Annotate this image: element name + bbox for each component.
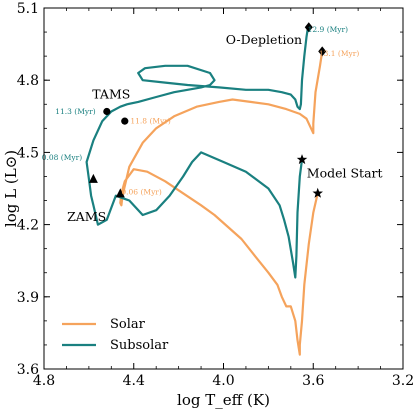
triangle-marker xyxy=(115,188,125,198)
y-tick-label: 4.2 xyxy=(17,218,39,234)
x-tick-label: 4.4 xyxy=(123,373,145,389)
diamond-marker xyxy=(318,46,327,57)
legend-label-solar: Solar xyxy=(110,317,146,332)
age-label: 13.1 (Myr) xyxy=(319,49,360,58)
star-marker xyxy=(312,187,323,198)
x-tick-label: 4.8 xyxy=(33,373,55,389)
y-tick-label: 3.9 xyxy=(17,290,39,306)
circle-marker xyxy=(121,117,129,125)
y-tick-label: 4.8 xyxy=(17,73,39,89)
plot-annotations: O-Depletion TAMS Model Start ZAMS 12.9 (Myr)… xyxy=(42,25,383,224)
plot-lines xyxy=(85,26,324,356)
annotation-tams: TAMS xyxy=(92,86,130,101)
annotation-o-depletion: O-Depletion xyxy=(226,32,302,47)
circle-marker xyxy=(103,107,111,116)
x-tick-label: 3.2 xyxy=(392,373,414,389)
triangle-marker xyxy=(88,173,98,183)
plot-frame xyxy=(43,7,404,370)
plot-markers xyxy=(88,22,327,198)
x-axis-label: log T_eff (K) xyxy=(177,391,270,409)
age-label: 12.9 (Myr) xyxy=(308,25,349,34)
age-label: 0.08 (Myr) xyxy=(42,153,83,162)
series-line-subsolar xyxy=(85,26,310,279)
annotation-model-start: Model Start xyxy=(307,166,383,181)
x-tick-label: 4.0 xyxy=(212,373,234,389)
y-tick-label: 5.1 xyxy=(17,1,39,17)
annotation-zams: ZAMS xyxy=(67,209,106,224)
y-axis-label: log L (L⊙) xyxy=(2,150,20,227)
axes: 4.8 4.4 4.0 3.6 3.2 3.6 3.9 4.2 4.5 4.8 5.1 xyxy=(17,1,414,389)
age-label: 0.06 (Myr) xyxy=(121,188,162,197)
age-label: 11.3 (Myr) xyxy=(55,107,96,116)
series-line-solar xyxy=(119,50,324,356)
legend-label-subsolar: Subsolar xyxy=(110,338,169,353)
legend: Solar Subsolar xyxy=(62,317,169,353)
star-marker xyxy=(296,154,308,165)
x-tick-label: 3.6 xyxy=(302,373,324,389)
y-tick-label: 3.6 xyxy=(17,362,39,378)
diamond-marker xyxy=(304,22,313,33)
y-tick-label: 4.5 xyxy=(17,145,39,161)
age-label: 11.8 (Myr) xyxy=(130,117,171,126)
